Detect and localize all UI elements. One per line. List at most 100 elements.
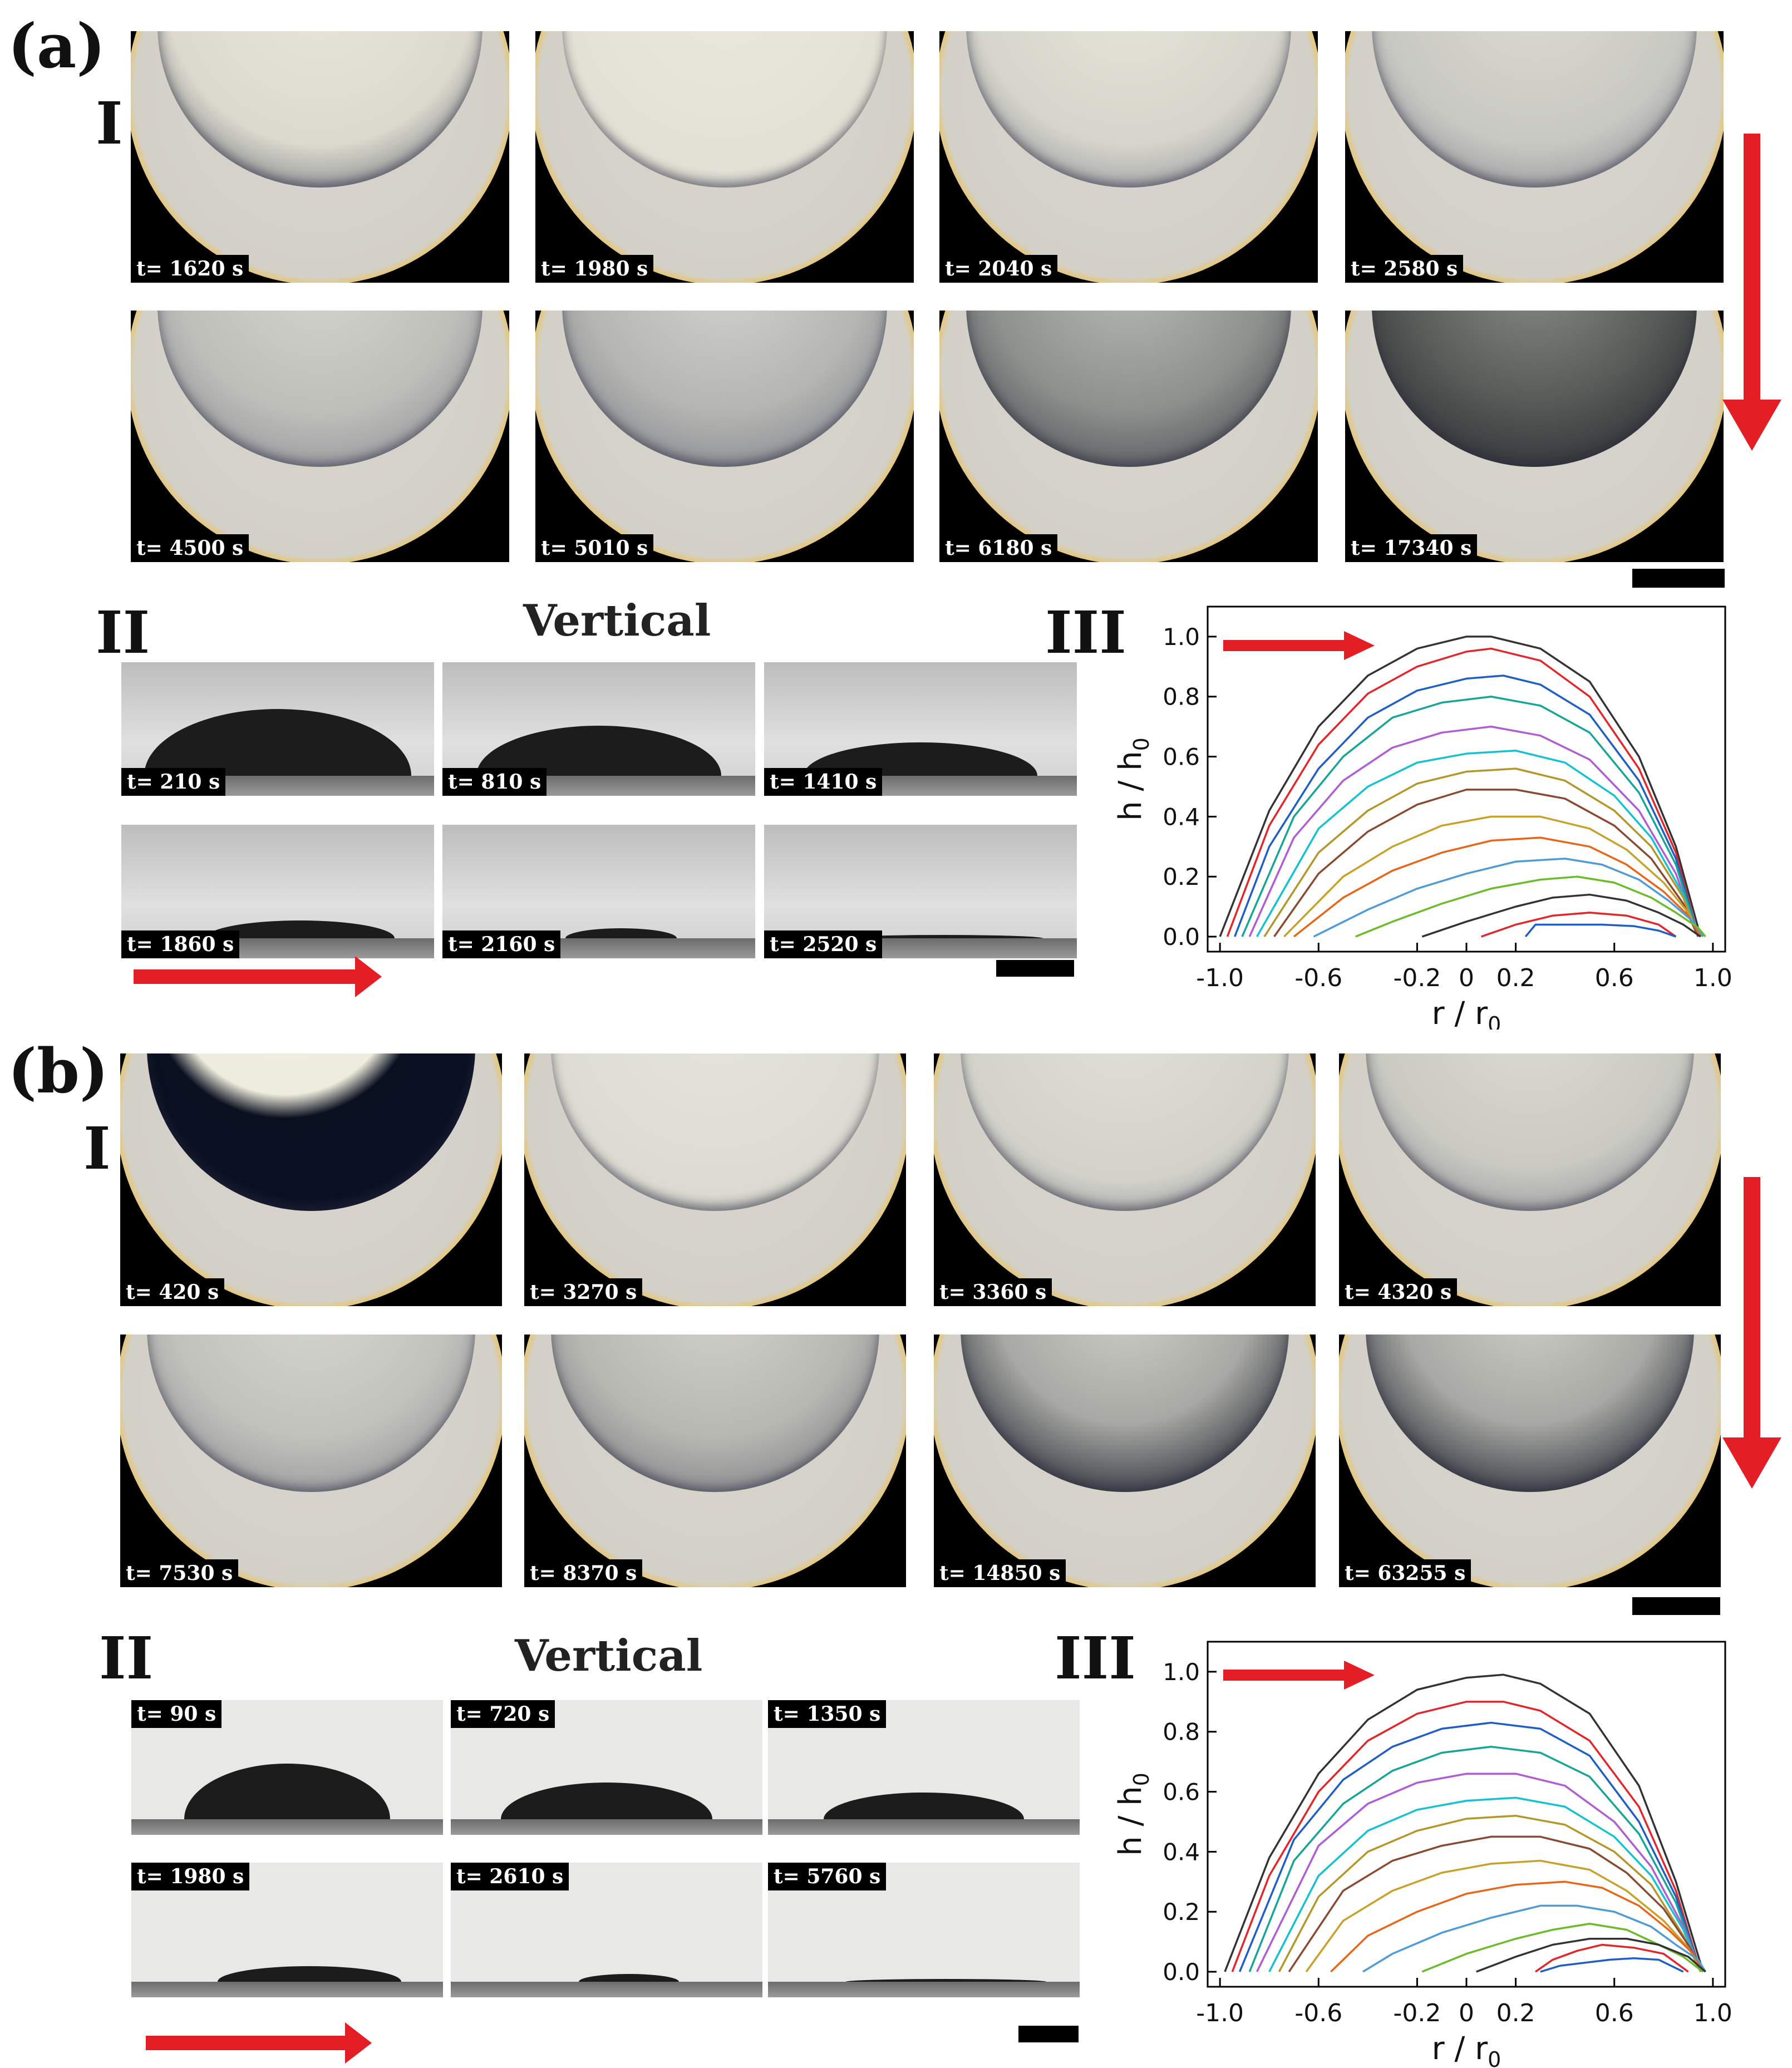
side-view-frame: t= 1980 s xyxy=(131,1863,443,1997)
time-label: t= 6180 s xyxy=(939,534,1058,562)
profile-series xyxy=(1273,789,1699,938)
panel-b-height-profile-chart: -1.0 -0.6 -0.2 0 0.2 0.6 1.0 0.0 0.2 0.4 0.6 0.8 1.0… xyxy=(1112,1641,1732,2068)
y-tick-label: 0.6 xyxy=(1163,1779,1200,1806)
panel-a-right-arrow xyxy=(134,956,382,997)
profile-series xyxy=(1480,912,1677,938)
top-view-frame: t= 14850 s xyxy=(934,1335,1316,1587)
top-view-frame: t= 3360 s xyxy=(934,1053,1316,1306)
time-label: t= 2040 s xyxy=(939,255,1058,283)
time-label: t= 3360 s xyxy=(934,1278,1052,1306)
y-tick-label: 1.0 xyxy=(1163,1658,1200,1686)
time-label: t= 1980 s xyxy=(535,255,654,283)
time-label: t= 5010 s xyxy=(535,534,654,562)
profile-series xyxy=(1421,1923,1704,1973)
x-axis-label: r / r0 xyxy=(1432,996,1501,1030)
profile-series xyxy=(1224,1673,1704,1972)
top-view-frame: t= 4500 s xyxy=(131,311,509,562)
profile-series xyxy=(1524,923,1677,938)
y-tick-label: 0.4 xyxy=(1163,803,1200,830)
panel-b-right-arrow xyxy=(146,2022,372,2064)
profile-series xyxy=(1288,1835,1704,1973)
time-label: t= 63255 s xyxy=(1339,1559,1471,1587)
x-tick-label: 1.0 xyxy=(1693,964,1732,992)
y-tick-label: 0.8 xyxy=(1163,683,1200,711)
profile-series xyxy=(1256,750,1699,937)
time-label: t= 8370 s xyxy=(524,1559,643,1587)
profile-series xyxy=(1535,1943,1689,1973)
side-view-frame: t= 1860 s xyxy=(121,825,434,958)
x-tick-label: 0.6 xyxy=(1595,1999,1634,2027)
profile-series xyxy=(1256,1772,1702,1972)
panel-b-sub-ii-label: II xyxy=(99,1624,154,1692)
panel-a-label: (a) xyxy=(8,10,106,82)
panel-a-sub-iii-label: III xyxy=(1045,598,1126,667)
time-label: t= 5760 s xyxy=(768,1863,887,1890)
time-label: t= 2580 s xyxy=(1345,255,1464,283)
top-view-frame: t= 3270 s xyxy=(524,1053,906,1306)
profile-series xyxy=(1234,674,1699,937)
profile-series xyxy=(1421,893,1701,938)
profile-series xyxy=(1278,1814,1702,1972)
profile-series xyxy=(1305,1859,1704,1973)
time-label: t= 7530 s xyxy=(120,1559,239,1587)
panel-a-top-scale-bar xyxy=(1632,569,1725,588)
x-tick-label: -0.6 xyxy=(1294,1999,1342,2027)
y-tick-label: 0.2 xyxy=(1163,1898,1200,1926)
panel-a-vertical-label: Vertical xyxy=(523,595,711,646)
y-axis-label: h / h0 xyxy=(1112,1772,1154,1856)
time-label: t= 1410 s xyxy=(764,768,883,796)
time-label: t= 4500 s xyxy=(131,534,249,562)
side-view-frame: t= 2610 s xyxy=(451,1863,762,1997)
time-label: t= 90 s xyxy=(131,1700,222,1728)
side-view-frame: t= 1350 s xyxy=(768,1700,1080,1835)
profile-series xyxy=(1263,767,1699,937)
panel-b-down-arrow xyxy=(1722,1177,1781,1489)
side-view-frame: t= 90 s xyxy=(131,1700,443,1835)
panel-a-height-profile-chart: -1.0 -0.6 -0.2 0 0.2 0.6 1.0 0.0 0.2 0.4 0.6 0.8 1.0… xyxy=(1112,605,1732,1030)
panel-b-label: (b) xyxy=(8,1035,109,1107)
top-view-frame: t= 1620 s xyxy=(131,31,509,283)
y-tick-label: 0.8 xyxy=(1163,1719,1200,1746)
top-view-frame: t= 7530 s xyxy=(120,1335,502,1587)
chart-arrow-head xyxy=(1344,631,1375,660)
side-view-frame: t= 2520 s xyxy=(764,825,1077,958)
profile-series xyxy=(1283,815,1702,938)
side-view-frame: t= 1410 s xyxy=(764,662,1077,796)
y-tick-label: 0.0 xyxy=(1163,923,1200,951)
plot-frame xyxy=(1207,1641,1726,1988)
time-label: t= 720 s xyxy=(451,1700,555,1728)
top-view-frame: t= 17340 s xyxy=(1345,311,1724,562)
y-tick-label: 0.2 xyxy=(1163,863,1200,890)
time-label: t= 14850 s xyxy=(934,1559,1066,1587)
profile-series xyxy=(1248,1745,1702,1972)
time-label: t= 810 s xyxy=(442,768,547,796)
panel-a-down-arrow xyxy=(1722,134,1781,451)
panel-a-sub-i-label: I xyxy=(96,89,123,157)
top-view-frame: t= 2580 s xyxy=(1345,31,1724,283)
x-axis-label: r / r0 xyxy=(1432,2031,1501,2068)
top-view-frame: t= 63255 s xyxy=(1339,1335,1721,1587)
time-label: t= 2160 s xyxy=(442,930,561,958)
y-tick-label: 1.0 xyxy=(1163,623,1200,651)
x-tick-label: 0 xyxy=(1459,1999,1474,2027)
top-view-frame: t= 1980 s xyxy=(535,31,914,283)
profile-series xyxy=(1231,1701,1702,1972)
time-label: t= 2520 s xyxy=(764,930,883,958)
x-tick-label: -0.6 xyxy=(1294,964,1342,992)
profile-series xyxy=(1313,858,1704,938)
time-label: t= 17340 s xyxy=(1345,534,1478,562)
profile-series xyxy=(1226,647,1699,937)
top-view-frame: t= 5010 s xyxy=(535,311,914,562)
profile-series xyxy=(1355,875,1706,938)
top-view-frame: t= 2040 s xyxy=(939,31,1318,283)
panel-b-side-scale-bar xyxy=(1018,2026,1079,2042)
y-tick-label: 0.0 xyxy=(1163,1958,1200,1986)
side-view-frame: t= 720 s xyxy=(451,1700,762,1835)
time-label: t= 4320 s xyxy=(1339,1278,1458,1306)
time-label: t= 3270 s xyxy=(524,1278,643,1306)
x-tick-label: 0 xyxy=(1459,964,1474,992)
profile-series xyxy=(1238,1721,1702,1972)
time-label: t= 1980 s xyxy=(131,1863,250,1890)
chart-arrow-head xyxy=(1344,1661,1375,1690)
profile-series xyxy=(1330,1880,1704,1973)
